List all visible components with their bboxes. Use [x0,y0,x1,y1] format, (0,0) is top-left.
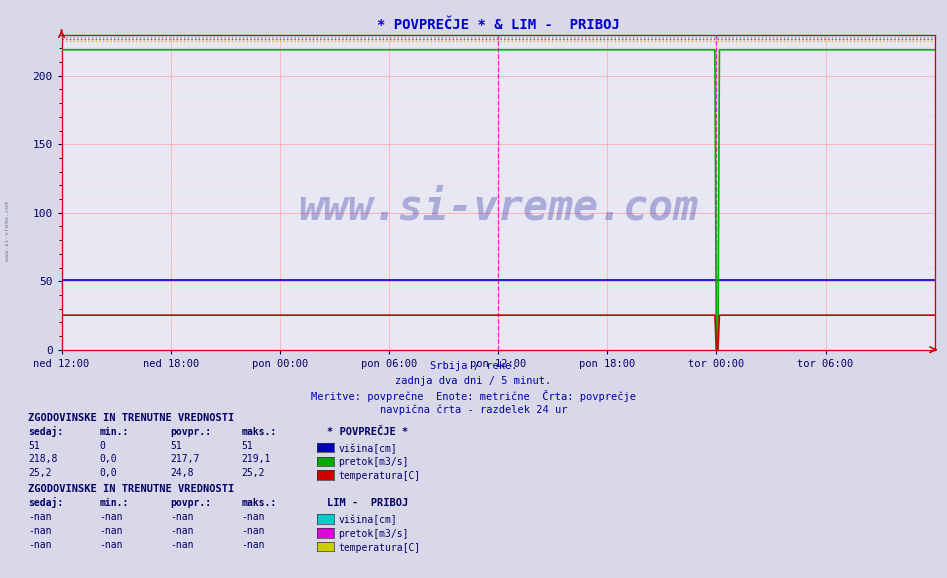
Text: maks.:: maks.: [241,498,277,508]
Text: povpr.:: povpr.: [170,427,211,436]
Text: 219,1: 219,1 [241,454,271,464]
Text: pretok[m3/s]: pretok[m3/s] [338,529,408,539]
Text: pretok[m3/s]: pretok[m3/s] [338,457,408,468]
Text: 24,8: 24,8 [170,468,194,478]
Text: -nan: -nan [170,526,194,536]
Text: -nan: -nan [99,512,123,522]
Text: sedaj:: sedaj: [28,425,63,436]
Text: min.:: min.: [99,427,129,436]
Text: 51: 51 [170,440,182,450]
Text: 217,7: 217,7 [170,454,200,464]
Text: ZGODOVINSKE IN TRENUTNE VREDNOSTI: ZGODOVINSKE IN TRENUTNE VREDNOSTI [28,484,235,494]
Text: -nan: -nan [241,512,265,522]
Text: 0,0: 0,0 [99,468,117,478]
Text: zadnja dva dni / 5 minut.: zadnja dva dni / 5 minut. [396,376,551,386]
Text: Srbija / reke.: Srbija / reke. [430,361,517,371]
Text: www.si-vreme.com: www.si-vreme.com [298,187,698,229]
Text: Meritve: povprečne  Enote: metrične  Črta: povprečje: Meritve: povprečne Enote: metrične Črta:… [311,390,636,402]
Text: ZGODOVINSKE IN TRENUTNE VREDNOSTI: ZGODOVINSKE IN TRENUTNE VREDNOSTI [28,413,235,423]
Text: temperatura[C]: temperatura[C] [338,471,420,481]
Text: -nan: -nan [241,540,265,550]
Text: -nan: -nan [170,512,194,522]
Text: -nan: -nan [99,540,123,550]
Text: maks.:: maks.: [241,427,277,436]
Text: -nan: -nan [241,526,265,536]
Text: LIM -  PRIBOJ: LIM - PRIBOJ [327,498,408,508]
Text: temperatura[C]: temperatura[C] [338,543,420,553]
Text: 51: 51 [28,440,40,450]
Text: * POVPREČJE *: * POVPREČJE * [327,427,408,436]
Text: -nan: -nan [28,526,52,536]
Text: www.si-vreme.com: www.si-vreme.com [5,201,10,261]
Text: 51: 51 [241,440,253,450]
Text: povpr.:: povpr.: [170,498,211,508]
Text: navpična črta - razdelek 24 ur: navpična črta - razdelek 24 ur [380,405,567,415]
Text: 25,2: 25,2 [28,468,52,478]
Text: -nan: -nan [28,540,52,550]
Text: sedaj:: sedaj: [28,497,63,508]
Text: -nan: -nan [170,540,194,550]
Text: 25,2: 25,2 [241,468,265,478]
Text: min.:: min.: [99,498,129,508]
Text: višina[cm]: višina[cm] [338,515,397,525]
Text: 0: 0 [99,440,105,450]
Title: * POVPREČJE * & LIM -  PRIBOJ: * POVPREČJE * & LIM - PRIBOJ [377,18,619,32]
Text: -nan: -nan [28,512,52,522]
Text: 0,0: 0,0 [99,454,117,464]
Text: 218,8: 218,8 [28,454,58,464]
Text: -nan: -nan [99,526,123,536]
Text: višina[cm]: višina[cm] [338,443,397,454]
